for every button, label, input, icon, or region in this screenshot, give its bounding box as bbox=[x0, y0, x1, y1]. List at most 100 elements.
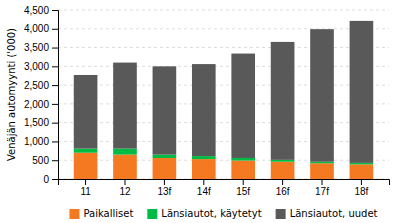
legend-label: Länsiautot, käytetyt bbox=[161, 208, 261, 219]
tick-mark bbox=[52, 85, 58, 86]
tick-mark bbox=[52, 104, 58, 105]
tick-mark bbox=[243, 179, 244, 185]
tick-label: 17f bbox=[315, 186, 329, 197]
x-axis: 111213f14f15f16f17f18f bbox=[59, 179, 390, 197]
tick-mark bbox=[322, 179, 323, 185]
legend-item: Länsiautot, uudet bbox=[276, 208, 378, 219]
tick-mark bbox=[203, 179, 204, 185]
grid-line bbox=[58, 160, 389, 161]
tick-mark bbox=[52, 10, 58, 11]
tick: 12 bbox=[119, 179, 131, 197]
bar bbox=[74, 75, 98, 149]
bar bbox=[74, 149, 98, 153]
grid-line bbox=[58, 47, 389, 48]
tick-mark bbox=[52, 29, 58, 30]
tick-label: 2,500 bbox=[24, 80, 49, 91]
tick: 16f bbox=[276, 179, 290, 197]
chart: 111213f14f15f16f17f18f05001,0001,5002,00… bbox=[0, 0, 401, 223]
tick-label: 1,500 bbox=[24, 117, 49, 128]
tick-label: 2,000 bbox=[24, 99, 49, 110]
tick: 2,500 bbox=[24, 80, 58, 91]
tick: 2,000 bbox=[24, 99, 58, 110]
legend-swatch bbox=[69, 209, 79, 219]
tick-label: 500 bbox=[32, 155, 49, 166]
grid-line bbox=[58, 28, 389, 29]
tick-mark bbox=[52, 160, 58, 161]
bar bbox=[113, 155, 137, 179]
tick-mark bbox=[52, 141, 58, 142]
tick: 17f bbox=[315, 179, 329, 197]
bar bbox=[113, 63, 137, 149]
grid-line bbox=[58, 10, 389, 11]
tick: 1,000 bbox=[24, 136, 58, 147]
tick-label: 14f bbox=[197, 186, 211, 197]
tick: 500 bbox=[32, 155, 58, 166]
bar bbox=[350, 164, 374, 179]
tick-label: 13f bbox=[157, 186, 171, 197]
bar bbox=[310, 29, 334, 162]
bar bbox=[153, 158, 177, 179]
tick-label: 4,000 bbox=[24, 23, 49, 34]
legend-item: Länsiautot, käytetyt bbox=[147, 208, 261, 219]
grid bbox=[58, 10, 389, 179]
bar bbox=[271, 42, 295, 160]
tick: 4,000 bbox=[24, 23, 58, 34]
bar bbox=[350, 163, 374, 165]
grid-line bbox=[58, 141, 389, 142]
tick: 4,500 bbox=[24, 5, 58, 16]
tick-mark bbox=[52, 179, 58, 180]
tick: 3,000 bbox=[24, 61, 58, 72]
legend-item: Paikalliset bbox=[69, 208, 133, 219]
bar bbox=[192, 159, 216, 179]
tick: 15f bbox=[236, 179, 250, 197]
grid-line bbox=[58, 85, 389, 86]
grid-line bbox=[58, 66, 389, 67]
tick-label: 16f bbox=[276, 186, 290, 197]
bar bbox=[231, 161, 255, 179]
tick-label: 3,500 bbox=[24, 42, 49, 53]
tick-label: 15f bbox=[236, 186, 250, 197]
tick: 13f bbox=[157, 179, 171, 197]
bars bbox=[74, 21, 373, 179]
tick-label: 11 bbox=[80, 186, 91, 197]
tick-mark bbox=[52, 66, 58, 67]
bar bbox=[350, 21, 374, 163]
bar bbox=[271, 160, 295, 162]
tick-mark bbox=[164, 179, 165, 185]
legend-swatch bbox=[147, 209, 157, 219]
bar bbox=[231, 158, 255, 161]
bar bbox=[192, 64, 216, 156]
bar bbox=[231, 54, 255, 158]
y-axis-title: Venäjän automyynti ('000) bbox=[6, 28, 17, 161]
tick-mark bbox=[361, 179, 362, 185]
axis-domain bbox=[52, 11, 59, 180]
tick-mark bbox=[52, 48, 58, 49]
bar bbox=[271, 162, 295, 179]
tick-mark bbox=[124, 179, 125, 185]
tick-mark bbox=[52, 123, 58, 124]
tick: 11 bbox=[80, 179, 91, 197]
tick-mark bbox=[282, 179, 283, 185]
bar-series bbox=[74, 21, 373, 163]
axis-domain bbox=[59, 180, 390, 186]
bar bbox=[113, 149, 137, 155]
legend-label: Paikalliset bbox=[83, 208, 133, 219]
legend-label: Länsiautot, uudet bbox=[290, 208, 378, 219]
bar bbox=[310, 163, 334, 179]
tick: 0 bbox=[43, 174, 58, 185]
plot: 111213f14f15f16f17f18f05001,0001,5002,00… bbox=[24, 5, 390, 197]
bar bbox=[153, 155, 177, 158]
tick-label: 3,000 bbox=[24, 61, 49, 72]
bar bbox=[310, 162, 334, 164]
grid-line bbox=[58, 103, 389, 104]
tick: 1,500 bbox=[24, 117, 58, 128]
grid-line bbox=[58, 122, 389, 123]
tick-label: 12 bbox=[119, 186, 131, 197]
tick-label: 1,000 bbox=[24, 136, 49, 147]
tick: 3,500 bbox=[24, 42, 58, 53]
bar bbox=[74, 153, 98, 179]
legend: Paikalliset Länsiautot, käytetyt Länsiauto… bbox=[69, 208, 377, 219]
tick-label: 0 bbox=[43, 174, 49, 185]
tick-label: 4,500 bbox=[24, 5, 49, 16]
y-axis: 0 500 1,000 1,500 2,000 2,500 3,000 3,500 4,000 4… bbox=[24, 5, 59, 185]
